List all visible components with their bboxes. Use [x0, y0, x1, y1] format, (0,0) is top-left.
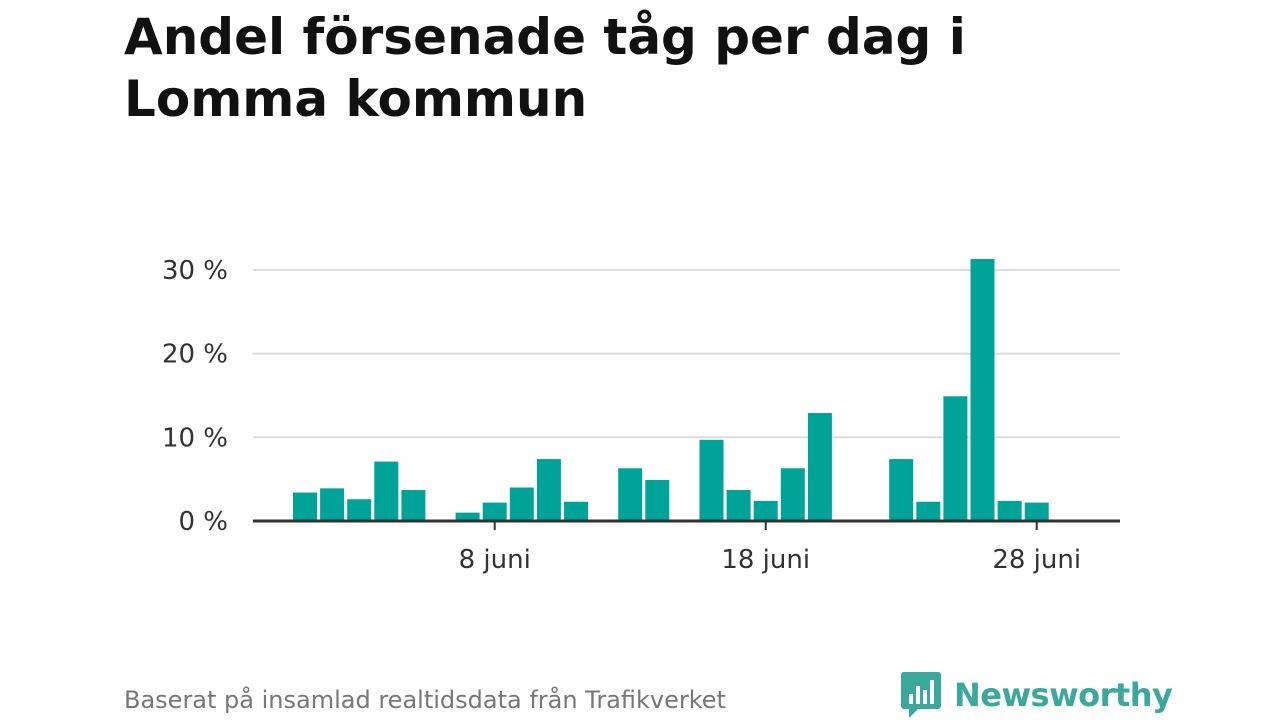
bar [455, 512, 480, 521]
x-axis-ticks: 8 juni 18 juni 28 juni [459, 521, 1081, 575]
bar [699, 439, 724, 521]
bar [320, 488, 345, 521]
bar [509, 487, 534, 521]
bar [645, 479, 670, 521]
bar [970, 259, 995, 521]
bar [536, 459, 561, 521]
bar [293, 492, 317, 521]
bar [401, 490, 426, 521]
bar [943, 396, 968, 521]
bar [618, 468, 643, 521]
x-tick-label: 28 juni [992, 545, 1081, 575]
bar [780, 468, 805, 521]
bar [889, 459, 914, 521]
bar [916, 501, 941, 521]
bar [564, 501, 588, 521]
y-tick-label: 0 % [178, 507, 228, 537]
bar [753, 500, 778, 521]
bar-chart-speech-bubble-icon [901, 672, 941, 718]
bars [293, 259, 1049, 521]
bar [997, 500, 1022, 521]
bar [726, 490, 751, 521]
x-tick-label: 18 juni [721, 545, 810, 575]
bar-chart: 0 % 10 % 20 % 30 % 8 juni 18 juni 28 juni [162, 256, 1120, 575]
source-note: Baserat på insamlad realtidsdata från Tr… [124, 686, 726, 714]
x-tick-label: 8 juni [459, 545, 531, 575]
chart-title: Andel försenade tåg per dag i Lomma komm… [124, 8, 966, 128]
bar [482, 502, 507, 521]
brand-logo: Newsworthy [900, 670, 1173, 720]
y-tick-label: 20 % [162, 340, 228, 370]
y-axis-ticks: 0 % 10 % 20 % 30 % [162, 256, 228, 537]
bar [374, 461, 399, 521]
bar [347, 499, 372, 521]
bar [1024, 502, 1049, 521]
y-tick-label: 30 % [162, 256, 228, 286]
y-tick-label: 10 % [162, 423, 228, 453]
brand-name: Newsworthy [954, 676, 1173, 714]
bar [807, 413, 832, 521]
